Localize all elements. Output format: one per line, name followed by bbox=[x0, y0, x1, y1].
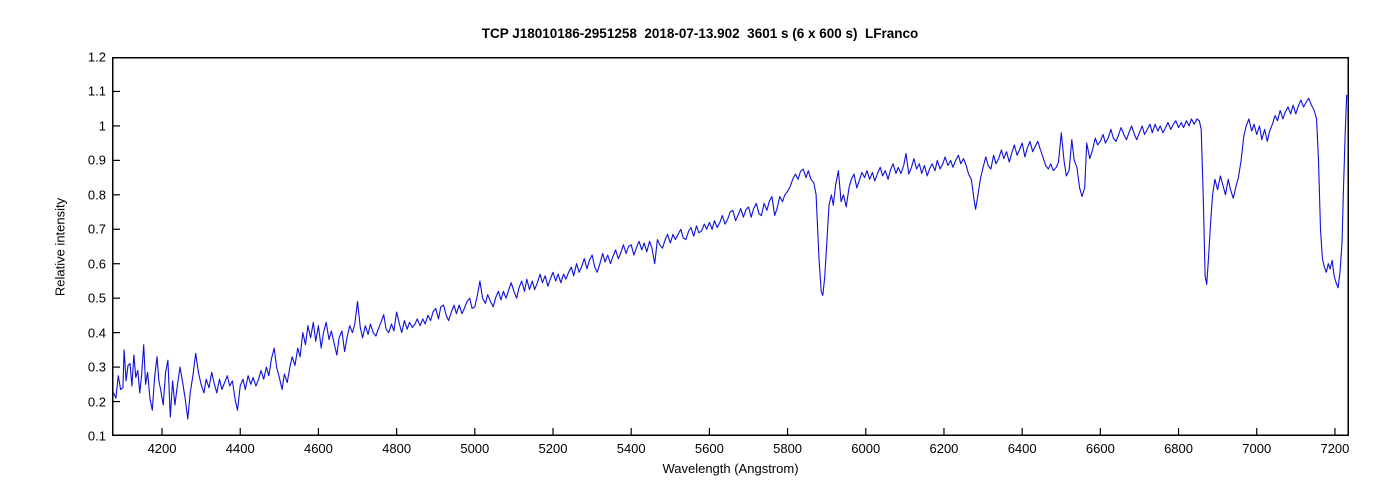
chart-title: TCP J18010186-2951258 2018-07-13.902 360… bbox=[481, 26, 919, 41]
plot-border bbox=[112, 57, 1349, 436]
x-tick-label: 4800 bbox=[382, 441, 412, 456]
x-tick-label: 5000 bbox=[460, 441, 490, 456]
y-tick-label: 1 bbox=[98, 118, 106, 134]
y-tick-label: 0.1 bbox=[87, 428, 106, 444]
x-tick-label: 6800 bbox=[1164, 441, 1193, 456]
y-tick-label: 0.9 bbox=[87, 152, 106, 168]
y-tick-label: 1.2 bbox=[87, 49, 106, 65]
x-tick-label: 6000 bbox=[851, 441, 881, 456]
x-tick-label: 6600 bbox=[1085, 441, 1115, 456]
y-axis-label: Relative intensity bbox=[52, 197, 68, 297]
x-tick-label: 6400 bbox=[1007, 441, 1037, 456]
x-tick-label: 5800 bbox=[773, 441, 803, 456]
x-tick-label: 5200 bbox=[538, 441, 568, 456]
spectrum-line bbox=[113, 94, 1348, 420]
x-tick-label: 6200 bbox=[929, 441, 959, 456]
x-tick-label: 7000 bbox=[1242, 441, 1272, 456]
y-tick-label: 0.8 bbox=[87, 187, 106, 203]
y-tick-label: 0.2 bbox=[87, 394, 106, 410]
x-axis-label: Wavelength (Angstrom) bbox=[662, 461, 799, 476]
x-tick-label: 5400 bbox=[616, 441, 646, 456]
y-tick-label: 0.5 bbox=[87, 290, 106, 306]
x-tick-label: 4600 bbox=[303, 441, 333, 456]
x-tick-label: 5600 bbox=[694, 441, 724, 456]
x-tick-label: 7200 bbox=[1320, 441, 1350, 456]
y-tick-label: 0.3 bbox=[87, 359, 106, 375]
y-tick-label: 0.7 bbox=[87, 221, 106, 237]
x-tick-label: 4400 bbox=[225, 441, 255, 456]
y-tick-label: 0.6 bbox=[87, 256, 106, 272]
y-tick-label: 0.4 bbox=[87, 325, 106, 341]
spectrum-plot-area bbox=[112, 57, 1349, 436]
y-tick-label: 1.1 bbox=[87, 83, 106, 99]
x-tick-label: 4200 bbox=[147, 441, 177, 456]
